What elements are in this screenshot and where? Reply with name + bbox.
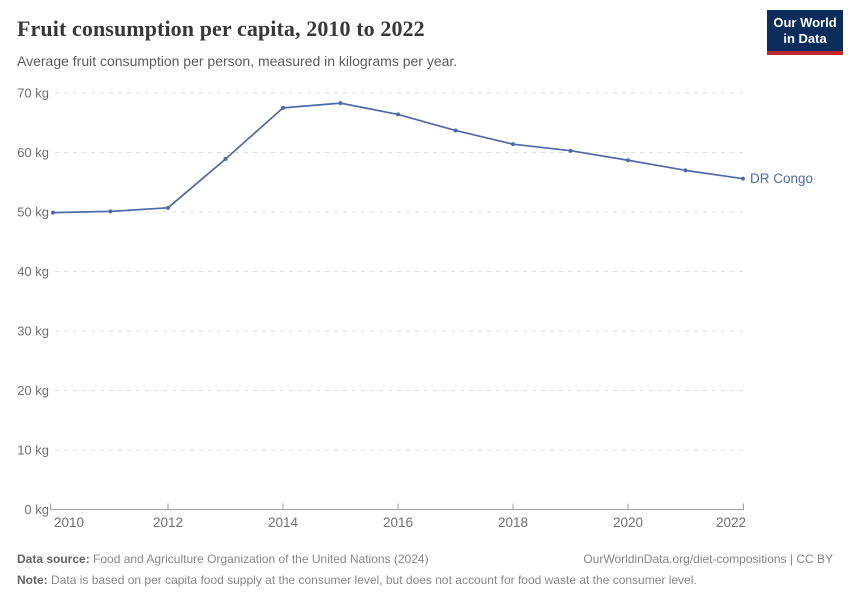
owid-logo-line2: in Data — [783, 30, 827, 46]
data-point-dr-congo-2013 — [223, 157, 228, 162]
data-point-dr-congo-2015 — [338, 101, 343, 106]
y-axis-label-30: 30 kg — [17, 324, 49, 339]
series-line-dr-congo — [52, 102, 744, 214]
data-point-dr-congo-2010 — [51, 210, 55, 215]
series-label-dr-congo: DR Congo — [750, 171, 813, 186]
y-axis-label-0: 0 kg — [24, 502, 49, 517]
data-point-dr-congo-2020 — [626, 158, 630, 163]
y-axis-label-50: 50 kg — [17, 205, 49, 220]
x-axis-label-2020: 2020 — [613, 515, 643, 530]
line-chart-canvas: 0 kg 10 kg 20 kg 30 kg 40 kg 50 kg 60 kg 70 kg 2… — [17, 86, 813, 531]
data-point-dr-congo-2017 — [453, 128, 458, 133]
data-source-line: Data source: Food and Agriculture Organi… — [17, 549, 429, 570]
attribution-link[interactable]: OurWorldinData.org/diet-compositions | C… — [583, 552, 833, 566]
data-point-dr-congo-2022 — [741, 176, 745, 181]
x-axis-label-2022: 2022 — [716, 515, 746, 530]
note-text: Data is based on per capita food supply … — [51, 573, 697, 587]
note-label: Note: — [17, 573, 48, 587]
y-axis-label-70: 70 kg — [17, 86, 49, 101]
data-point-dr-congo-2018 — [511, 142, 515, 147]
data-point-dr-congo-2014 — [281, 105, 285, 110]
chart-title: Fruit consumption per capita, 2010 to 20… — [17, 16, 425, 41]
y-axis-label-40: 40 kg — [17, 264, 49, 279]
data-point-dr-congo-2016 — [396, 112, 400, 117]
y-axis-label-10: 10 kg — [17, 443, 49, 458]
note-line: Note: Data is based on per capita food s… — [17, 570, 697, 591]
chart-subtitle: Average fruit consumption per person, me… — [17, 53, 458, 69]
chart-footer: Data source: Food and Agriculture Organi… — [17, 549, 833, 591]
data-point-dr-congo-2011 — [108, 209, 113, 214]
data-point-dr-congo-2021 — [683, 168, 688, 173]
y-axis-label-60: 60 kg — [17, 145, 49, 160]
x-axis-label-2016: 2016 — [383, 515, 413, 530]
data-source-label: Data source: — [17, 552, 90, 566]
owid-logo-line1: Our World — [773, 14, 837, 30]
data-point-dr-congo-2012 — [166, 205, 170, 210]
y-axis-label-20: 20 kg — [17, 383, 49, 398]
owid-logo: Our World in Data — [767, 10, 843, 55]
x-axis-label-2018: 2018 — [498, 515, 528, 530]
data-source-text: Food and Agriculture Organization of the… — [93, 552, 429, 566]
x-axis-label-2012: 2012 — [153, 515, 183, 530]
data-point-dr-congo-2019 — [568, 148, 573, 153]
x-axis-label-2010: 2010 — [54, 515, 84, 530]
x-axis-label-2014: 2014 — [268, 515, 299, 530]
